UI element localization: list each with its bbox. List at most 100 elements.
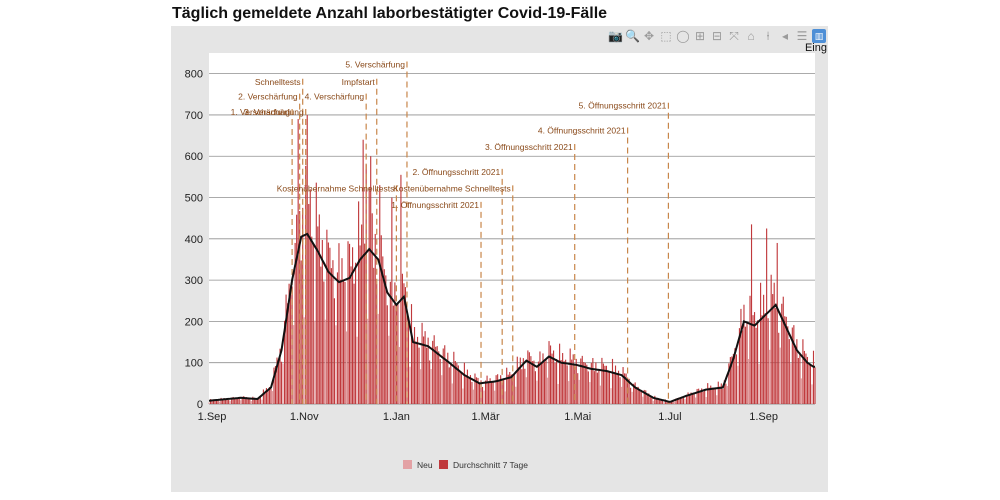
bar	[270, 388, 272, 404]
bar	[407, 316, 410, 404]
bar	[755, 327, 757, 404]
bar	[663, 402, 665, 404]
bar	[528, 352, 530, 404]
hover-closest-icon[interactable]: ◂	[781, 29, 789, 43]
bar	[302, 207, 304, 404]
bar	[658, 398, 660, 404]
pan-icon[interactable]: ✥	[643, 29, 655, 43]
camera-icon[interactable]: 📷	[608, 29, 623, 43]
bar	[599, 385, 601, 404]
bar	[290, 285, 292, 404]
bar	[634, 382, 636, 404]
bar	[527, 350, 529, 404]
x-tick-label: 1.Jul	[658, 411, 681, 423]
bar	[462, 388, 464, 404]
bar	[235, 397, 237, 404]
box-select-icon[interactable]: ⬚	[660, 29, 672, 43]
bar	[809, 364, 812, 404]
bar	[589, 382, 591, 404]
bar	[619, 377, 621, 404]
bar	[521, 369, 523, 404]
bar	[760, 282, 762, 404]
bar	[448, 367, 450, 404]
hover-compare-icon[interactable]: ☰	[796, 29, 808, 43]
bar	[308, 203, 310, 404]
bar	[370, 156, 372, 404]
bar	[770, 274, 772, 404]
bar	[764, 313, 766, 404]
bar	[531, 361, 533, 404]
zoom-in-icon[interactable]: ⊞	[694, 29, 706, 43]
bar	[710, 385, 712, 404]
event-annotation: 2. Verschärfung	[238, 92, 298, 102]
bar	[271, 391, 274, 404]
bar	[282, 363, 284, 404]
autoscale-icon[interactable]: ⤧	[729, 29, 739, 43]
zoom-out-icon[interactable]: ⊟	[711, 29, 723, 43]
bar	[277, 361, 280, 404]
home-icon[interactable]: ⌂	[747, 29, 755, 43]
bar	[732, 354, 734, 404]
bar	[720, 383, 722, 404]
bar	[595, 362, 597, 404]
bar	[445, 361, 447, 404]
bar	[614, 365, 617, 404]
bar	[398, 346, 400, 404]
legend-swatch-bar	[403, 460, 412, 469]
bar	[630, 387, 632, 404]
bar	[488, 381, 490, 404]
bar	[456, 362, 458, 404]
bar	[669, 402, 671, 404]
y-tick-label: 400	[185, 234, 203, 246]
bar	[215, 399, 218, 404]
bar	[566, 365, 568, 404]
bar	[610, 388, 612, 404]
spike-lines-icon[interactable]: ⍿	[766, 29, 770, 43]
bar	[557, 383, 559, 404]
bar	[364, 243, 366, 404]
bar	[695, 397, 697, 404]
bar	[624, 373, 626, 404]
bar	[404, 287, 407, 404]
event-annotation: Schnelltests	[255, 77, 301, 87]
bar	[220, 397, 222, 404]
bar	[345, 331, 348, 404]
zoom-icon[interactable]: 🔍	[625, 29, 640, 43]
event-annotation: 5. Verschärfung	[345, 59, 405, 69]
bar	[784, 316, 786, 404]
bar	[234, 397, 236, 404]
bar	[781, 303, 783, 404]
bar	[500, 375, 502, 404]
y-tick-label: 300	[185, 275, 203, 287]
bar	[318, 214, 320, 404]
event-annotation: Kostenübernahme Schnelltests	[393, 183, 511, 193]
bar	[261, 399, 263, 404]
lasso-icon[interactable]: ◯	[676, 29, 690, 43]
bar	[489, 378, 491, 404]
bar	[240, 400, 242, 404]
bar	[293, 325, 295, 404]
bar	[537, 361, 540, 404]
modebar: 📷 🔍 ✥ ⬚ ◯ ⊞ ⊟ ⤧ ⌂ ⍿ ◂ ☰ ▥	[608, 26, 828, 46]
bar	[726, 385, 728, 404]
bar	[362, 139, 364, 404]
bar	[543, 361, 546, 404]
bar	[587, 371, 589, 404]
bar	[231, 397, 233, 404]
bar	[495, 375, 497, 404]
bar	[339, 279, 342, 404]
bar	[785, 316, 787, 404]
chart-icon[interactable]: ▥	[812, 29, 826, 43]
bar	[746, 321, 748, 404]
bar	[412, 339, 414, 404]
bar	[350, 266, 352, 404]
bar	[666, 401, 668, 404]
modebar-overflow-label[interactable]: Eing	[804, 42, 827, 54]
bar	[258, 397, 260, 404]
bar	[723, 380, 725, 404]
bar	[799, 352, 801, 404]
bar	[699, 390, 701, 404]
bar	[326, 229, 328, 404]
bar	[371, 213, 373, 404]
bar	[219, 401, 221, 404]
